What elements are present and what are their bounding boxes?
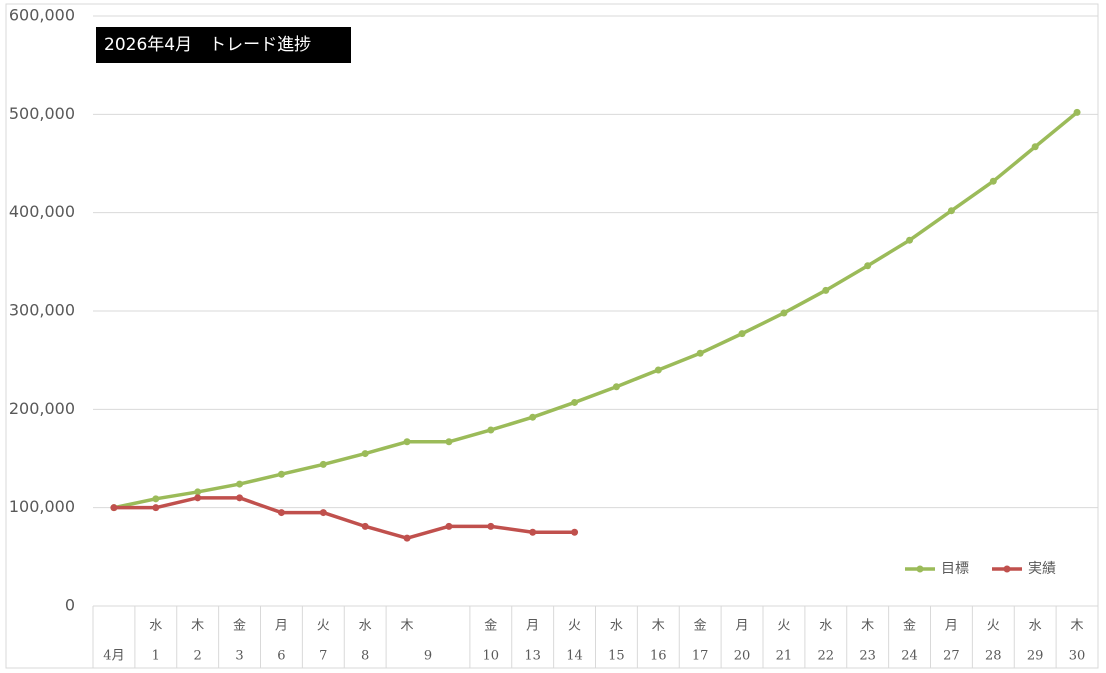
x-weekday-label: 金 (903, 618, 916, 634)
data-point (864, 262, 872, 270)
data-point (529, 528, 537, 536)
data-point (152, 495, 160, 503)
x-tick-label: 22 (818, 649, 835, 664)
legend-label: 実績 (1028, 561, 1056, 577)
x-weekday-label: 火 (568, 619, 581, 634)
data-point (696, 349, 704, 357)
data-point (277, 470, 285, 478)
x-weekday-label: 金 (233, 618, 246, 634)
series-line (113, 496, 575, 540)
x-tick-label: 28 (985, 649, 1002, 664)
data-point (822, 286, 830, 294)
x-weekday-label: 金 (484, 618, 497, 634)
chart-title: 2026年4月 トレード進捗 (104, 35, 311, 55)
data-point (319, 509, 327, 517)
x-tick-label: 23 (859, 649, 876, 664)
data-point (236, 494, 244, 502)
data-point (445, 438, 453, 446)
x-tick-label: 20 (734, 649, 751, 664)
x-tick-label: 7 (319, 649, 327, 664)
data-point (738, 330, 746, 338)
x-tick-label: 21 (776, 649, 793, 664)
x-weekday-label: 木 (191, 619, 204, 634)
x-weekday-label: 火 (987, 619, 1000, 634)
data-point (780, 309, 788, 317)
data-point (571, 398, 579, 406)
x-weekday-label: 月 (275, 619, 288, 634)
x-tick-label: 9 (424, 649, 432, 664)
x-weekday-label: 水 (149, 619, 162, 634)
x-tick-label: 14 (566, 649, 583, 664)
x-tick-label: 3 (235, 649, 243, 664)
y-tick-label: 300,000 (9, 301, 75, 320)
data-point (906, 236, 914, 244)
x-weekday-label: 月 (945, 619, 958, 634)
legend-swatch-marker (916, 565, 924, 573)
data-point (571, 528, 579, 536)
data-point (194, 494, 202, 502)
data-point (654, 366, 662, 374)
x-tick-label: 4月 (103, 649, 124, 664)
y-tick-label: 200,000 (9, 399, 75, 418)
x-weekday-label: 月 (526, 619, 539, 634)
x-tick-label: 13 (524, 649, 541, 664)
data-point (947, 207, 955, 215)
x-tick-label: 2 (194, 649, 202, 664)
data-point (989, 177, 997, 185)
x-tick-label: 30 (1069, 649, 1086, 664)
data-point (361, 522, 369, 530)
data-point (361, 450, 369, 458)
x-weekday-label: 火 (777, 619, 790, 634)
y-tick-label: 500,000 (9, 104, 75, 123)
data-point (487, 522, 495, 530)
x-weekday-label: 月 (736, 619, 749, 634)
data-point (403, 534, 411, 542)
x-weekday-label: 水 (1029, 619, 1042, 634)
y-tick-label: 600,000 (9, 6, 75, 25)
data-point (487, 426, 495, 434)
data-point (277, 509, 285, 517)
y-tick-label: 400,000 (9, 202, 75, 221)
x-tick-label: 8 (361, 649, 369, 664)
data-point (445, 522, 453, 530)
title-box (96, 27, 351, 63)
legend-label: 目標 (941, 561, 969, 577)
data-point (110, 504, 118, 512)
data-point (236, 480, 244, 488)
data-point (194, 488, 202, 496)
x-weekday-label: 水 (819, 619, 832, 634)
x-tick-label: 10 (483, 649, 500, 664)
x-weekday-label: 水 (610, 619, 623, 634)
x-tick-label: 27 (943, 649, 960, 664)
x-weekday-label: 木 (401, 619, 414, 634)
x-weekday-label: 木 (1071, 619, 1084, 634)
data-point (1031, 143, 1039, 151)
data-point (152, 504, 160, 512)
x-tick-label: 24 (901, 649, 918, 664)
x-tick-label: 29 (1027, 649, 1044, 664)
y-tick-label: 0 (65, 596, 75, 615)
x-tick-label: 1 (152, 649, 160, 664)
data-point (319, 460, 327, 468)
legend-swatch-marker (1003, 565, 1011, 573)
x-weekday-label: 火 (317, 619, 330, 634)
x-tick-label: 15 (608, 649, 625, 664)
y-tick-label: 100,000 (9, 497, 75, 516)
series-line (113, 111, 1079, 510)
x-weekday-label: 金 (694, 618, 707, 634)
data-point (403, 438, 411, 446)
x-weekday-label: 水 (359, 619, 372, 634)
x-tick-label: 16 (650, 649, 667, 664)
data-point (529, 413, 537, 421)
x-weekday-label: 木 (652, 619, 665, 634)
data-point (1073, 108, 1081, 116)
data-point (612, 383, 620, 391)
x-tick-label: 17 (692, 649, 709, 664)
x-tick-label: 6 (277, 649, 285, 664)
x-weekday-label: 木 (861, 619, 874, 634)
